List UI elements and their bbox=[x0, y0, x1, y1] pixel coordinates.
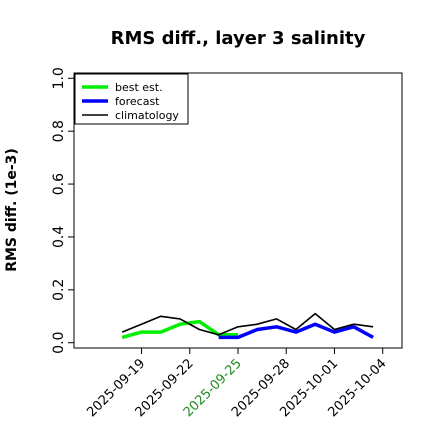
y-axis-label: RMS diff. (1e-3) bbox=[4, 148, 20, 272]
legend-label: climatology bbox=[115, 109, 179, 122]
y-tick-label: 0.8 bbox=[51, 120, 67, 142]
y-tick-label: 0.6 bbox=[51, 173, 67, 195]
y-tick-label: 0.4 bbox=[51, 226, 67, 248]
y-tick-label: 0.0 bbox=[51, 332, 67, 354]
legend-box bbox=[74, 73, 189, 125]
chart-title: RMS diff., layer 3 salinity bbox=[111, 28, 366, 49]
y-tick-label: 1.0 bbox=[51, 67, 67, 89]
y-tick-label: 0.2 bbox=[51, 279, 67, 301]
y-axis: 0.0 0.2 0.4 0.6 0.8 1.0 bbox=[51, 67, 74, 354]
series-line-1 bbox=[218, 322, 374, 340]
legend-label: best est. bbox=[115, 81, 163, 94]
series-line-0 bbox=[121, 319, 238, 340]
series-line-2 bbox=[121, 312, 374, 336]
x-axis: 2025-09-192025-09-222025-09-252025-09-28… bbox=[84, 348, 390, 420]
legend-label: forecast bbox=[115, 95, 160, 108]
